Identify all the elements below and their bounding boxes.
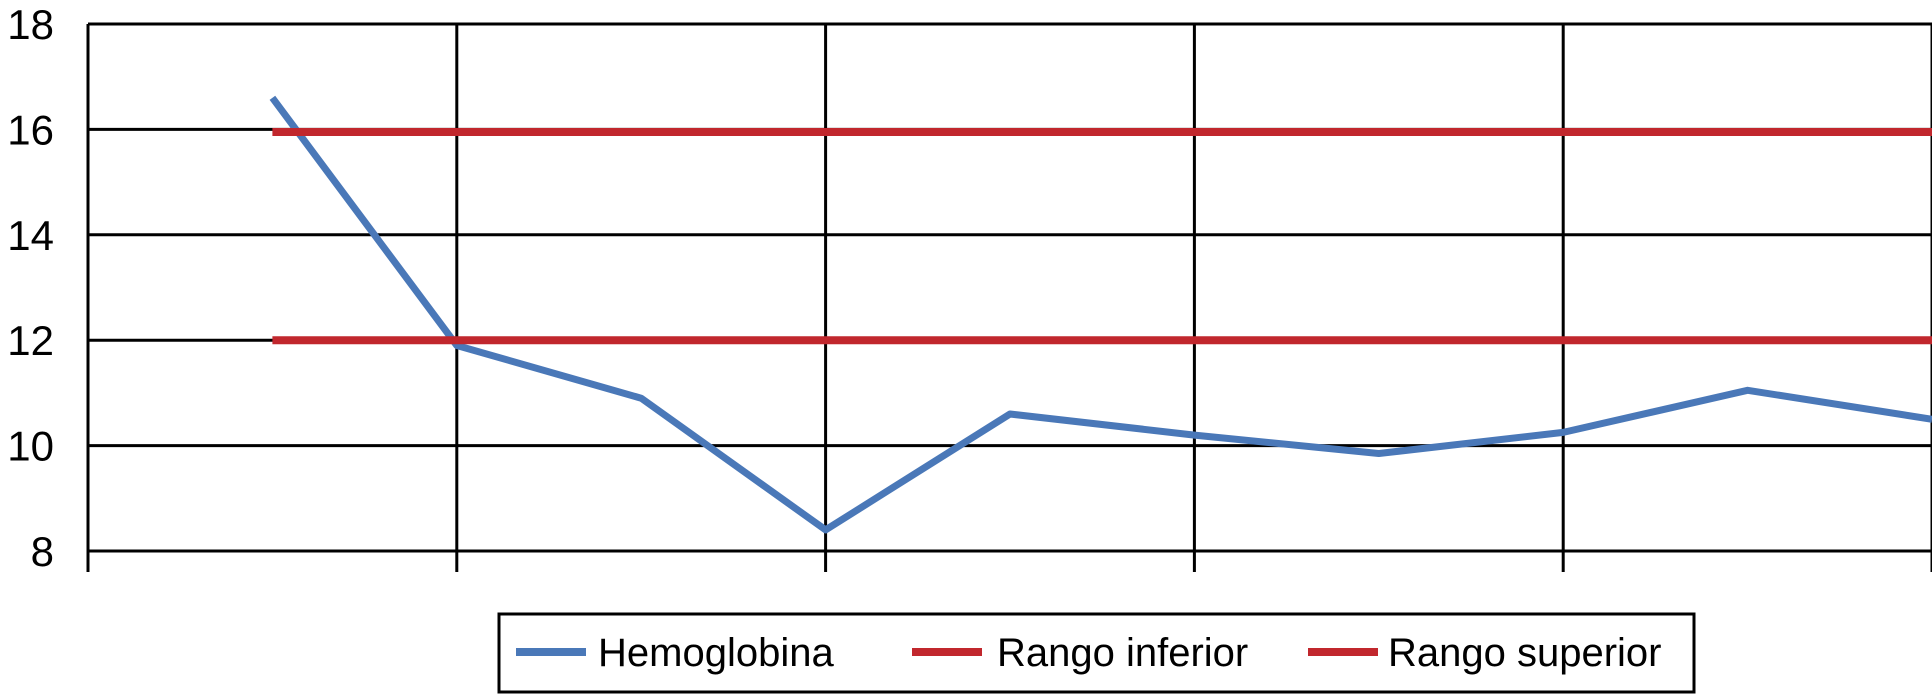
- legend-box: [497, 612, 1696, 694]
- axes: 8 10 12 14 16 18: [7, 1, 54, 575]
- y-tick-label: 10: [7, 423, 54, 470]
- legend-label: Rango superior: [1388, 631, 1662, 675]
- grid: [86, 22, 1932, 572]
- y-tick-label: 8: [31, 528, 54, 575]
- series-lines: [269, 95, 1932, 534]
- legend-label: Hemoglobina: [598, 631, 834, 675]
- legend-label: Rango inferior: [997, 631, 1248, 675]
- y-tick-label: 18: [7, 1, 54, 48]
- legend: Hemoglobina Rango inferior Rango superior: [497, 612, 1696, 694]
- y-tick-label: 16: [7, 106, 54, 153]
- y-tick-label: 14: [7, 212, 54, 259]
- y-tick-label: 12: [7, 317, 54, 364]
- series-line-hemoglobina: [269, 95, 1932, 534]
